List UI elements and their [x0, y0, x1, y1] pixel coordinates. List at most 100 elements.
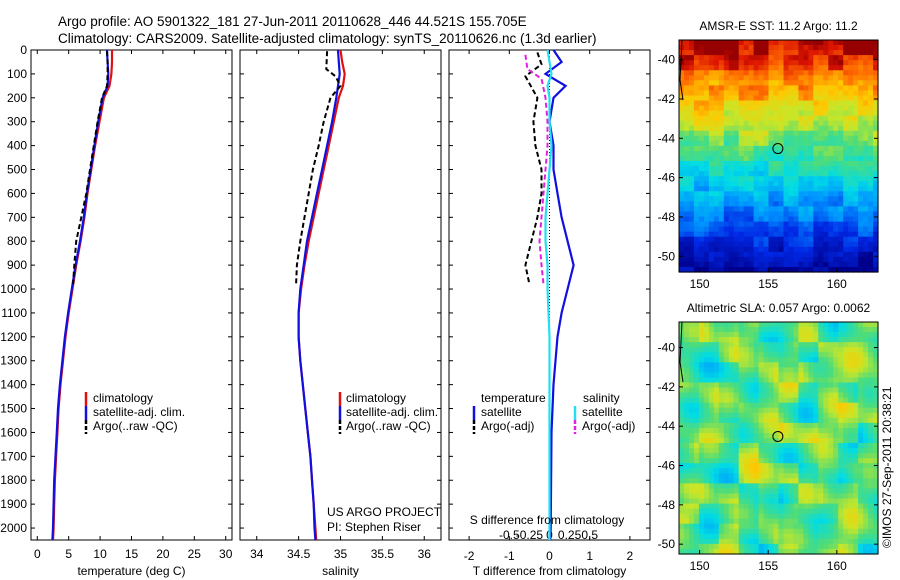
map-cell [838, 231, 844, 238]
map-cell [679, 443, 685, 449]
map-cell [863, 50, 869, 56]
map-cell [703, 543, 710, 550]
map-cell [833, 246, 839, 253]
map-cell [718, 70, 725, 76]
map-cell [763, 347, 770, 353]
map-cell [728, 267, 735, 273]
map-cell [828, 75, 834, 81]
map-cell [748, 417, 755, 424]
map-cell [743, 543, 750, 550]
map-cell [823, 322, 829, 328]
map-cell [788, 231, 795, 238]
map-cell [684, 387, 690, 394]
map-cell [808, 120, 814, 127]
x-tick-label: 0 [546, 549, 553, 563]
map-cell [728, 357, 735, 363]
map-cell [798, 256, 804, 263]
map-cell [768, 438, 775, 444]
map-cell [823, 533, 829, 540]
map-cell [868, 392, 874, 399]
map-cell [753, 236, 760, 243]
map-cell [818, 377, 824, 384]
map-cell [838, 256, 844, 263]
map-cell [843, 251, 849, 258]
map-cell [833, 95, 839, 102]
map-cell [813, 347, 819, 353]
map-cell [698, 402, 705, 409]
map-cell [868, 498, 874, 505]
map-cell [798, 549, 804, 555]
map-cell [803, 543, 809, 550]
map-cell [848, 50, 854, 56]
map-cell [763, 412, 770, 419]
map-cell [848, 322, 854, 328]
map-y-tick-label: -50 [658, 537, 676, 551]
map-cell [853, 347, 859, 353]
map-cell [793, 80, 799, 86]
map-cell [793, 50, 799, 56]
map-cell [808, 458, 814, 464]
map-cell [703, 468, 710, 474]
map-cell [873, 145, 879, 152]
map-cell [863, 443, 869, 449]
map-cell [803, 105, 809, 112]
map-cell [858, 327, 864, 333]
map-cell [853, 95, 859, 102]
map-cell [778, 125, 785, 132]
map-cell [728, 498, 735, 505]
map-cell [798, 140, 804, 147]
x-tick-label: 35 [334, 547, 348, 561]
map-cell [868, 105, 874, 112]
map-cell [838, 171, 844, 177]
map-cell [858, 55, 864, 61]
map-cell [679, 130, 685, 137]
map-cell [684, 427, 690, 434]
map-cell [833, 65, 839, 71]
map-cell [689, 503, 695, 510]
map-cell [713, 221, 720, 228]
map-cell [798, 513, 804, 520]
map-cell [773, 412, 780, 419]
imos-credit: ©IMOS 27-Sep-2011 20:38:21 [880, 386, 894, 548]
map-cell [838, 478, 844, 484]
map-cell [853, 463, 859, 469]
map-cell [689, 161, 695, 167]
map-cell [679, 110, 685, 117]
map-cell [793, 377, 799, 384]
map-cell [728, 448, 735, 454]
map-cell [708, 508, 715, 515]
map-cell [748, 135, 755, 142]
map-cell [689, 498, 695, 505]
map-cell [818, 453, 824, 459]
x-tick-label: 36 [418, 547, 432, 561]
map-cell [863, 433, 869, 439]
map-cell [768, 241, 775, 248]
map-cell [728, 322, 735, 328]
map-cell [728, 402, 735, 409]
map-cell [793, 453, 799, 459]
map-cell [723, 402, 730, 409]
map-cell [743, 438, 750, 444]
map-cell [818, 156, 824, 162]
map-cell [728, 251, 735, 258]
map-cell [778, 337, 785, 343]
map-cell [818, 231, 824, 238]
map-cell [778, 543, 785, 550]
map-cell [813, 327, 819, 333]
map-cell [823, 135, 829, 142]
map-cell [873, 171, 879, 177]
map-cell [873, 498, 879, 505]
map-cell [684, 145, 690, 152]
map-cell [698, 151, 705, 157]
map-cell [684, 181, 690, 187]
map-cell [873, 221, 879, 228]
map-cell [713, 498, 720, 505]
map-cell [718, 176, 725, 182]
map-cell [803, 181, 809, 187]
map-cell [703, 402, 710, 409]
map-cell [689, 65, 695, 71]
map-cell [828, 191, 834, 197]
map-cell [748, 90, 755, 96]
y-tick-label: 200 [7, 91, 27, 105]
map-cell [823, 70, 829, 76]
